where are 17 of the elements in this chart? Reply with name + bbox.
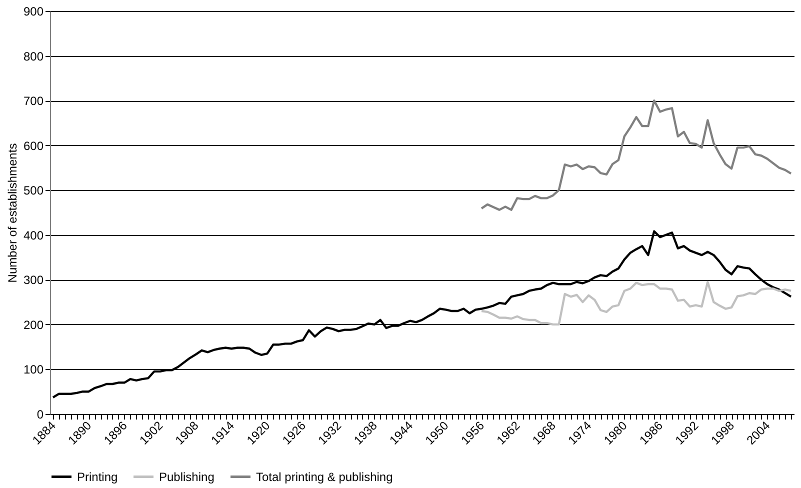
y-tick-label: 400 [23, 228, 44, 242]
y-tick-label: 300 [23, 273, 44, 288]
y-tick-label: 800 [23, 49, 44, 64]
legend-label: Printing [77, 470, 118, 484]
line-series [480, 280, 792, 326]
y-tick-label: 0 [36, 408, 44, 422]
y-tick-label: 700 [23, 94, 44, 108]
y-axis-title: Number of establishments [5, 143, 20, 283]
y-tick-label: 900 [23, 4, 44, 18]
y-tick-label: 500 [23, 184, 44, 198]
legend-label: Total printing & publishing [256, 470, 393, 484]
line-series [52, 230, 792, 399]
line-series [480, 99, 792, 211]
y-tick-label: 200 [23, 318, 44, 332]
y-tick-label: 600 [23, 138, 44, 153]
y-tick-label: 100 [23, 362, 44, 377]
legend-label: Publishing [159, 470, 214, 484]
